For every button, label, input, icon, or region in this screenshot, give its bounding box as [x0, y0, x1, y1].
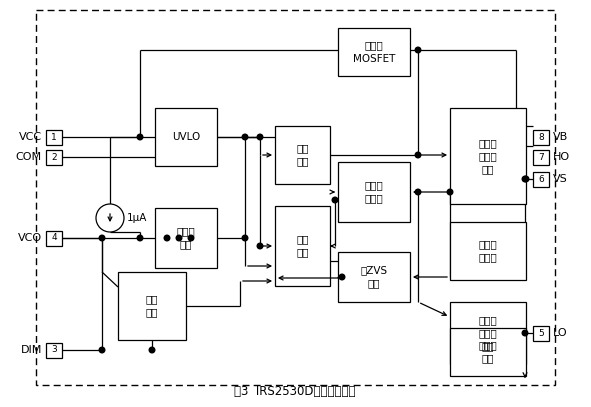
Bar [46, 129, 62, 144]
Bar [275, 206, 330, 286]
Bar [533, 129, 549, 144]
Circle shape [99, 347, 105, 353]
Circle shape [339, 274, 345, 280]
Text: 图3  IRS2530D内部功能框图: 图3 IRS2530D内部功能框图 [234, 385, 356, 398]
Text: 1μA: 1μA [127, 213, 147, 223]
Bar [118, 272, 186, 340]
Circle shape [164, 235, 170, 241]
Text: 8: 8 [538, 133, 544, 142]
Text: 6: 6 [538, 175, 544, 184]
Bar [155, 208, 217, 268]
Circle shape [242, 134, 248, 140]
Text: 再启动
逻辑: 再启动 逻辑 [479, 340, 498, 363]
Bar [275, 126, 330, 184]
Bar [46, 343, 62, 357]
Text: LO: LO [553, 328, 567, 338]
Bar [46, 230, 62, 245]
Bar [450, 222, 526, 280]
Text: 压控振
荡器: 压控振 荡器 [177, 226, 196, 249]
Bar [450, 302, 526, 364]
Bar [450, 328, 526, 376]
Circle shape [188, 235, 194, 241]
Bar [338, 28, 410, 76]
Circle shape [523, 176, 529, 182]
Text: HO: HO [553, 152, 570, 162]
Text: 4: 4 [51, 234, 57, 243]
Text: 3: 3 [51, 346, 57, 354]
Text: UVLO: UVLO [172, 132, 200, 142]
Text: 调光
控制: 调光 控制 [146, 294, 158, 317]
Text: 高端半
桥驱动
电路: 高端半 桥驱动 电路 [479, 138, 498, 174]
Circle shape [137, 134, 143, 140]
Bar [533, 326, 549, 341]
Text: VCC: VCC [19, 132, 42, 142]
Circle shape [99, 235, 105, 241]
Circle shape [332, 197, 338, 203]
Text: 5: 5 [538, 328, 544, 337]
Bar [338, 252, 410, 302]
Text: 2: 2 [51, 153, 57, 162]
Bar [46, 149, 62, 164]
Bar [155, 108, 217, 166]
Circle shape [176, 235, 182, 241]
Circle shape [522, 176, 528, 182]
Text: 非ZVS
保护: 非ZVS 保护 [361, 265, 388, 289]
Text: 波形因
数保护: 波形因 数保护 [365, 180, 384, 204]
Circle shape [415, 189, 421, 195]
Circle shape [257, 243, 263, 249]
Circle shape [96, 204, 124, 232]
Text: VB: VB [553, 132, 569, 142]
Text: 半桥电
压检测: 半桥电 压检测 [479, 239, 498, 263]
Circle shape [447, 189, 453, 195]
Text: 1: 1 [51, 133, 57, 142]
Circle shape [137, 235, 143, 241]
Text: DIM: DIM [21, 345, 42, 355]
Text: VCO: VCO [18, 233, 42, 243]
Circle shape [522, 330, 528, 336]
Bar [338, 162, 410, 222]
Text: 驱动
逻辑: 驱动 逻辑 [296, 143, 309, 166]
Circle shape [149, 347, 155, 353]
Bar [36, 10, 555, 385]
Text: 7: 7 [538, 153, 544, 162]
Text: VS: VS [553, 174, 568, 184]
Circle shape [415, 152, 421, 158]
Text: 升电压
MOSFET: 升电压 MOSFET [353, 40, 395, 63]
Bar [533, 171, 549, 186]
Bar [450, 108, 526, 204]
Text: COM: COM [16, 152, 42, 162]
Circle shape [415, 47, 421, 53]
Circle shape [242, 235, 248, 241]
Text: 低端半
桥驱动
电路: 低端半 桥驱动 电路 [479, 315, 498, 351]
Bar [533, 149, 549, 164]
Circle shape [257, 134, 263, 140]
Text: 故障
逻辑: 故障 逻辑 [296, 234, 309, 258]
